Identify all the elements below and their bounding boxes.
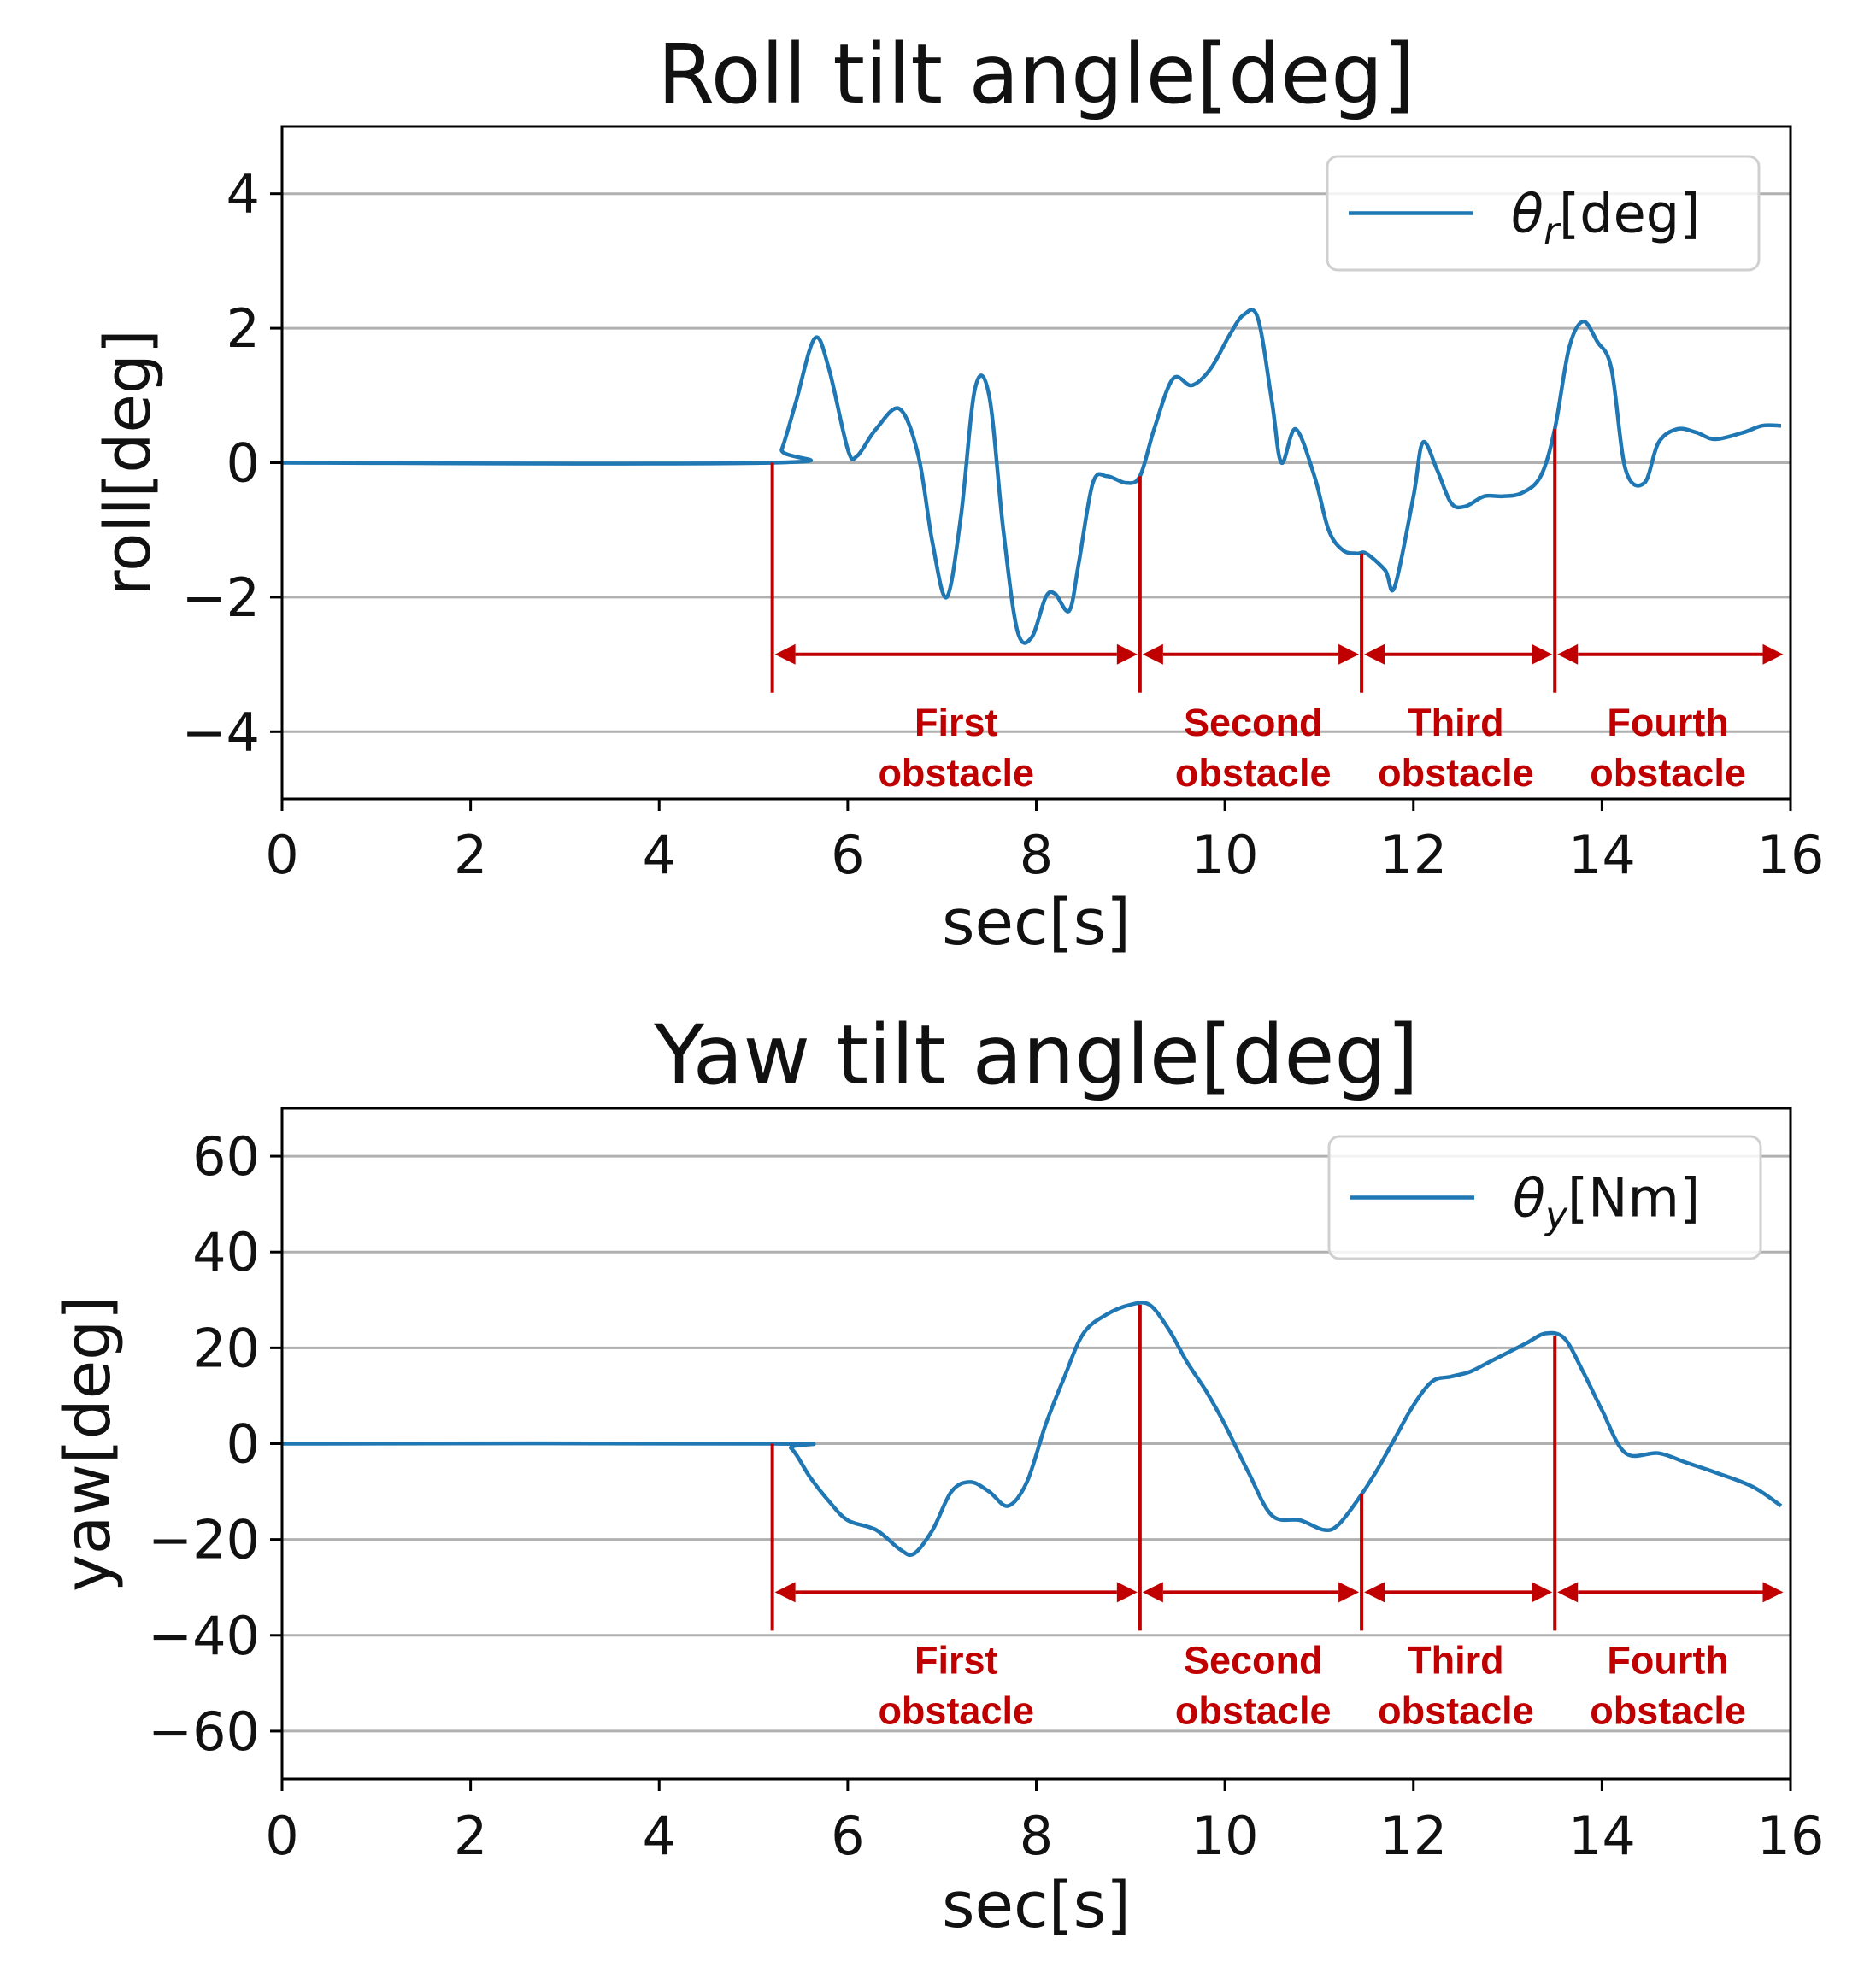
yaw-obstacle-label: obstacle [1590, 1688, 1746, 1732]
yaw-obstacle-arrowhead-right [1116, 1582, 1138, 1603]
yaw-x-tick-label: 10 [1191, 1805, 1259, 1867]
roll-obstacle-label: obstacle [1590, 751, 1746, 795]
roll-y-tick-label: −4 [182, 701, 260, 763]
yaw-legend-box [1327, 1135, 1762, 1260]
yaw-obstacle-arrowhead-left [1557, 1582, 1579, 1603]
roll-y-tick-label: 4 [226, 163, 260, 226]
yaw-obstacle-label: Fourth [1607, 1638, 1728, 1682]
roll-series-line [281, 308, 1782, 645]
yaw-y-tick-label: 40 [192, 1221, 260, 1283]
roll-obstacle-arrowhead-left [1142, 643, 1163, 665]
roll-chart: Roll tilt angle[deg]420−2−40 2 4 6 8 10 12 14 16… [91, 26, 1824, 960]
yaw-x-tick-label: 0 [265, 1805, 298, 1867]
yaw-x-tick-label: 16 [1757, 1805, 1825, 1867]
roll-x-tick-label: 2 [454, 824, 487, 886]
yaw-obstacle-label: First [914, 1638, 998, 1682]
roll-obstacle-label: First [914, 701, 998, 744]
yaw-obstacle-label: Second [1184, 1638, 1323, 1682]
roll-y-tick-label: −2 [182, 567, 260, 629]
yaw-y-tick-label: −40 [148, 1605, 260, 1667]
roll-obstacle-arrowhead-left [1364, 643, 1385, 665]
yaw-obstacle-arrowhead-right [1762, 1582, 1784, 1603]
yaw-legend-label: θy[Nm] [1513, 1167, 1700, 1238]
yaw-x-tick-label: 6 [831, 1805, 864, 1867]
roll-obstacle-label: Third [1408, 701, 1503, 744]
roll-obstacle-label: Second [1184, 701, 1323, 744]
yaw-obstacle-label: obstacle [878, 1688, 1034, 1732]
yaw-x-axis-label: sec[s] [942, 1869, 1131, 1942]
yaw-x-tick-label: 4 [643, 1805, 676, 1867]
yaw-series-line [281, 1301, 1783, 1558]
roll-obstacle-arrowhead-right [1116, 643, 1138, 665]
roll-y-tick-label: 0 [226, 432, 260, 495]
roll-y-tick-label: 2 [226, 297, 260, 360]
roll-x-tick-label: 0 [265, 824, 298, 886]
yaw-obstacle-arrowhead-left [1364, 1582, 1385, 1603]
yaw-obstacle-arrowhead-left [1142, 1582, 1163, 1603]
roll-obstacle-arrowhead-right [1532, 643, 1553, 665]
roll-legend-box [1326, 155, 1761, 272]
yaw-x-tick-label: 12 [1379, 1805, 1447, 1867]
yaw-y-tick-label: 60 [192, 1125, 260, 1188]
yaw-y-tick-label: −20 [148, 1509, 260, 1571]
yaw-obstacle-label: Third [1408, 1638, 1503, 1682]
roll-obstacle-label: obstacle [878, 751, 1034, 795]
roll-x-tick-label: 4 [643, 824, 676, 886]
yaw-x-tick-label: 14 [1568, 1805, 1636, 1867]
yaw-y-axis-label: yaw[deg] [51, 1295, 125, 1592]
roll-x-tick-label: 16 [1757, 824, 1825, 886]
roll-chart-title: Roll tilt angle[deg] [657, 26, 1414, 122]
roll-x-axis-label: sec[s] [942, 886, 1131, 960]
yaw-obstacle-arrowhead-right [1338, 1582, 1360, 1603]
yaw-obstacle-label: obstacle [1175, 1688, 1332, 1732]
roll-x-tick-label: 14 [1568, 824, 1636, 886]
roll-obstacle-label: obstacle [1378, 751, 1534, 795]
roll-x-tick-label: 10 [1191, 824, 1259, 886]
roll-obstacle-arrowhead-right [1338, 643, 1360, 665]
roll-obstacle-label: Fourth [1607, 701, 1728, 744]
roll-x-tick-label: 6 [831, 824, 864, 886]
roll-y-axis-label: roll[deg] [91, 329, 165, 596]
roll-obstacle-arrowhead-right [1762, 643, 1784, 665]
yaw-y-tick-label: 0 [226, 1413, 260, 1476]
roll-obstacle-arrowhead-left [1557, 643, 1579, 665]
yaw-y-tick-label: 20 [192, 1317, 260, 1379]
yaw-chart-title: Yaw tilt angle[deg] [653, 1007, 1419, 1103]
roll-obstacle-arrowhead-left [774, 643, 796, 665]
roll-plot-frame [280, 125, 1792, 801]
yaw-obstacle-arrowhead-right [1532, 1582, 1553, 1603]
roll-legend-label: θr[deg] [1511, 183, 1700, 254]
yaw-obstacle-arrowhead-left [774, 1582, 796, 1603]
roll-x-tick-label: 8 [1020, 824, 1053, 886]
yaw-obstacle-label: obstacle [1378, 1688, 1534, 1732]
yaw-y-tick-label: −60 [148, 1700, 260, 1763]
roll-obstacle-label: obstacle [1175, 751, 1332, 795]
yaw-x-tick-label: 8 [1020, 1805, 1053, 1867]
yaw-plot-frame [280, 1107, 1792, 1781]
yaw-x-tick-label: 2 [454, 1805, 487, 1867]
roll-x-tick-label: 12 [1379, 824, 1447, 886]
